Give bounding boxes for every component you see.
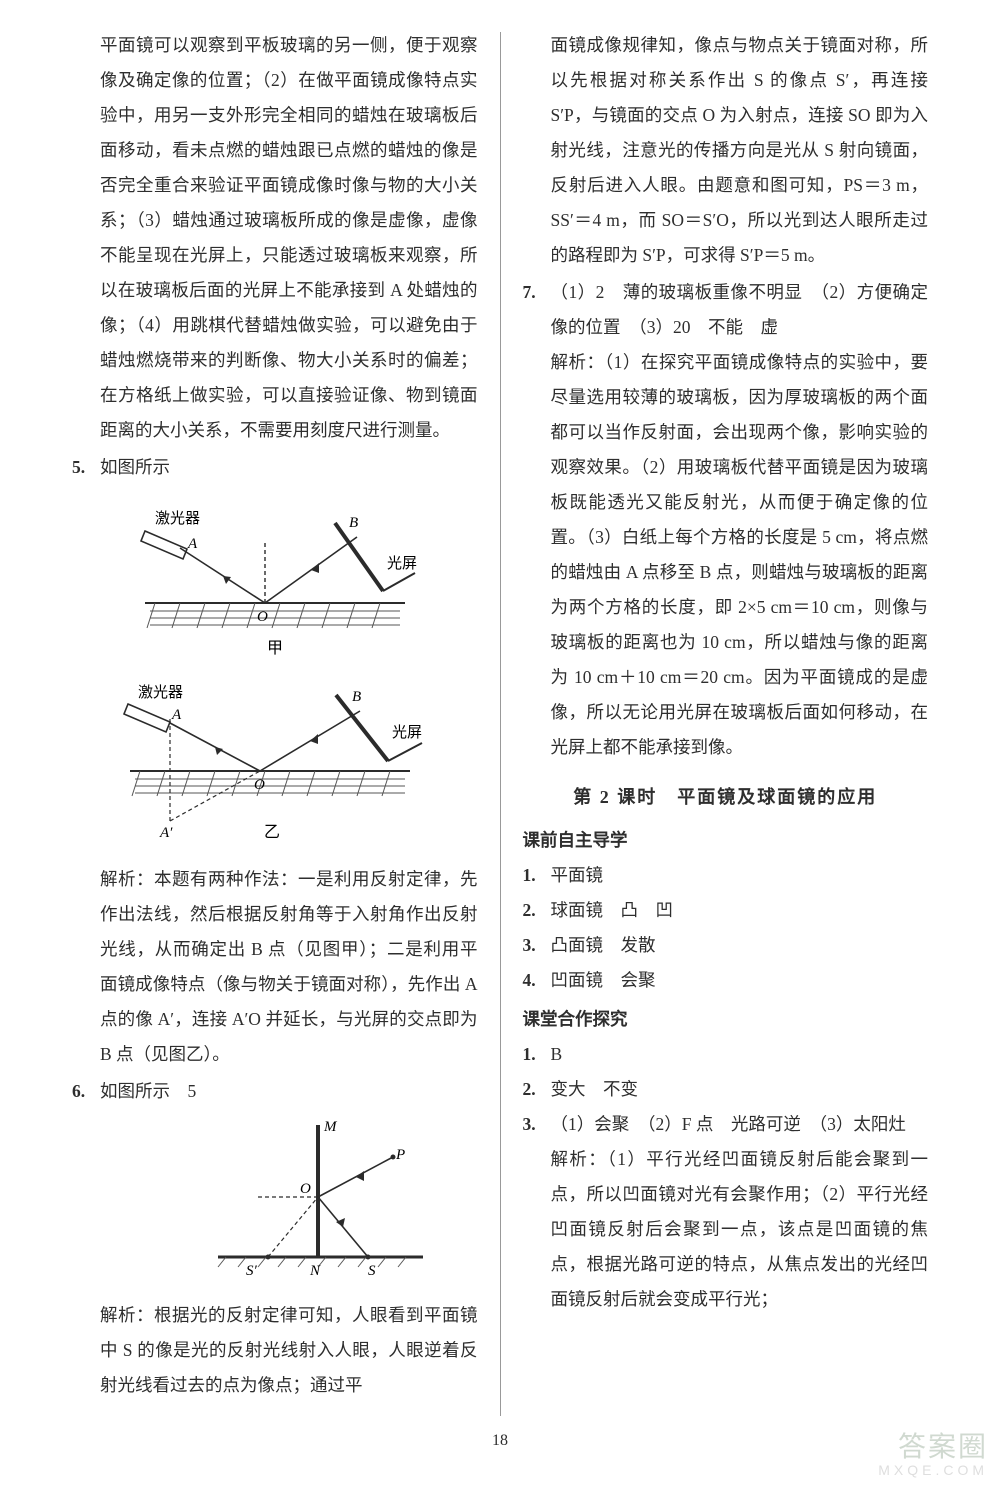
svg-text:B: B (349, 515, 358, 531)
pre-4: 4. 凹面镜 会聚 (523, 963, 929, 998)
q7: 7. （1）2 薄的玻璃板重像不明显 （2）方便确定像的位置 （3）20 不能 … (523, 275, 929, 765)
svg-text:甲: 甲 (267, 640, 283, 657)
preclass-head: 课前自主导学 (523, 823, 929, 858)
q5-explanation: 解析：本题有两种作法：一是利用反射定律，先作出法线，然后根据反射角等于入射角作出… (72, 862, 478, 1072)
svg-text:O: O (254, 777, 265, 793)
class-head: 课堂合作探究 (523, 1002, 929, 1037)
svg-text:激光器: 激光器 (138, 684, 183, 701)
c2: 2. 变大 不变 (523, 1072, 929, 1107)
q6-number: 6. (72, 1074, 100, 1109)
watermark-main: 答案圈 (898, 1431, 988, 1462)
q5-number: 5. (72, 450, 100, 485)
watermark: 答案圈 MXQE.COM (878, 1432, 988, 1478)
q6: 6. 如图所示 5 (72, 1074, 478, 1109)
svg-text:光屏: 光屏 (392, 724, 422, 741)
q7-heading: （1）2 薄的玻璃板重像不明显 （2）方便确定像的位置 （3）20 不能 虚 (551, 275, 929, 345)
q5: 5. 如图所示 (72, 450, 478, 485)
svg-text:S′: S′ (246, 1263, 258, 1279)
c1: 1. B (523, 1037, 929, 1072)
svg-text:M: M (323, 1119, 338, 1135)
svg-text:O: O (257, 609, 268, 625)
q7-number: 7. (523, 275, 551, 765)
right-column: 面镜成像规律知，像点与物点关于镜面对称，所以先根据对称关系作出 S 的像点 S′… (501, 28, 929, 1420)
page-number: 18 (0, 1432, 1000, 1450)
q6-cont: 面镜成像规律知，像点与物点关于镜面对称，所以先根据对称关系作出 S 的像点 S′… (523, 28, 929, 273)
left-column: 平面镜可以观察到平板玻璃的另一侧，便于观察像及确定像的位置；（2）在做平面镜成像… (72, 28, 500, 1420)
page: 平面镜可以观察到平板玻璃的另一侧，便于观察像及确定像的位置；（2）在做平面镜成像… (0, 0, 1000, 1420)
pre-1: 1. 平面镜 (523, 858, 929, 893)
c3-explanation: 解析：（1）平行光经凹面镜反射后能会聚到一点，所以凹面镜对光有会聚作用；（2）平… (551, 1142, 929, 1317)
svg-text:光屏: 光屏 (387, 555, 417, 572)
svg-text:S: S (368, 1263, 376, 1279)
fig1-laser-label: 激光器 (155, 510, 200, 527)
svg-text:A: A (187, 536, 198, 552)
svg-text:O: O (300, 1181, 311, 1197)
q7-explanation: 解析：（1）在探究平面镜成像特点的实验中，要尽量选用较薄的玻璃板，因为厚玻璃板的… (551, 345, 929, 765)
svg-text:N: N (309, 1263, 321, 1279)
q6-heading: 如图所示 5 (100, 1074, 478, 1109)
q6-figure: M O P S S′ N (72, 1117, 478, 1292)
watermark-sub: MXQE.COM (878, 1463, 988, 1478)
q5-figure-2: 激光器 A A′ B O 光屏 乙 (72, 671, 478, 856)
c3: 3. （1）会聚 （2）F 点 光路可逆 （3）太阳灶 解析：（1）平行光经凹面… (523, 1107, 929, 1317)
svg-text:P: P (395, 1147, 405, 1163)
svg-text:乙: 乙 (264, 824, 280, 841)
svg-text:A′: A′ (159, 825, 173, 841)
pre-2: 2. 球面镜 凸 凹 (523, 893, 929, 928)
section-title: 第 2 课时 平面镜及球面镜的应用 (523, 779, 929, 815)
q5-heading: 如图所示 (100, 450, 478, 485)
svg-text:A: A (171, 707, 182, 723)
q4-continuation: 平面镜可以观察到平板玻璃的另一侧，便于观察像及确定像的位置；（2）在做平面镜成像… (72, 28, 478, 448)
q5-figure-1: 激光器 A B 光屏 O 甲 (72, 493, 478, 663)
q6-explanation: 解析：根据光的反射定律可知，人眼看到平面镜中 S 的像是光的反射光线射入人眼，人… (72, 1298, 478, 1403)
pre-3: 3. 凸面镜 发散 (523, 928, 929, 963)
svg-text:B: B (352, 689, 361, 705)
c3-heading: （1）会聚 （2）F 点 光路可逆 （3）太阳灶 (551, 1107, 929, 1142)
